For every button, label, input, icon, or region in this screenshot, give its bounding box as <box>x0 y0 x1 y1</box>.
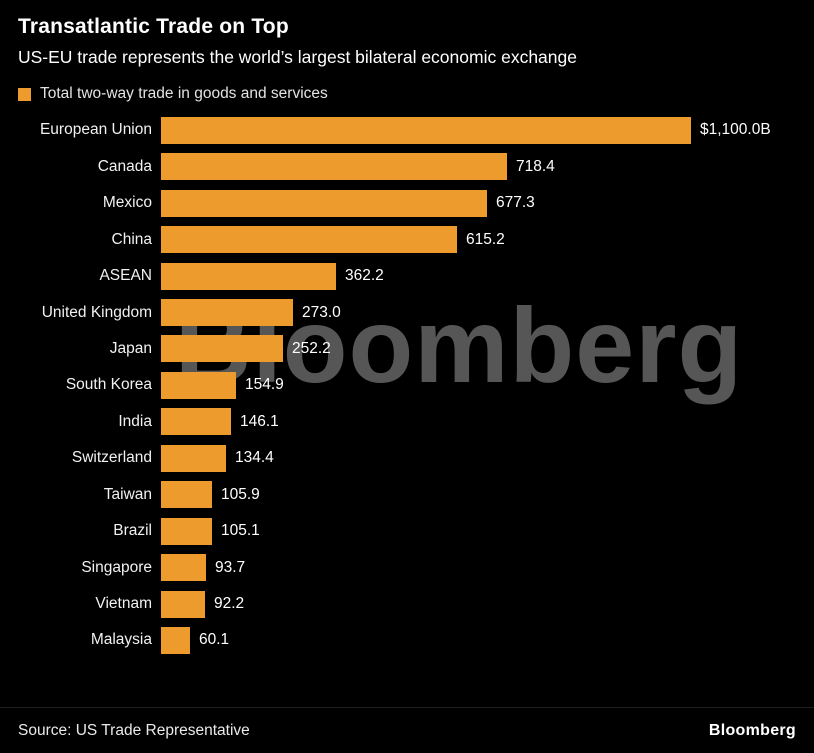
bar-value: 134.4 <box>235 449 274 467</box>
bar-chart: European Union $1,100.0B Canada 718.4 Mexico… <box>18 112 796 659</box>
bar-value: 154.9 <box>245 376 284 394</box>
bar-row: India 146.1 <box>18 404 796 440</box>
bar <box>161 444 226 472</box>
legend: Total two-way trade in goods and service… <box>18 85 796 103</box>
chart-subtitle: US-EU trade represents the world’s large… <box>18 47 577 68</box>
bar <box>161 116 691 144</box>
legend-swatch-icon <box>18 87 31 101</box>
bloomberg-logo: Bloomberg <box>708 721 796 739</box>
bar-row: Brazil 105.1 <box>18 513 796 549</box>
bar-label: Switzerland <box>71 449 152 467</box>
bar-label: Vietnam <box>95 595 152 613</box>
bar-value: 252.2 <box>292 339 331 357</box>
bar-row: Taiwan 105.9 <box>18 477 796 513</box>
bar-label: Brazil <box>113 522 152 540</box>
bar-row: Singapore 93.7 <box>18 549 796 585</box>
bar <box>161 153 507 181</box>
bar-value: 93.7 <box>215 558 246 576</box>
bar <box>161 299 293 327</box>
bar-value: 718.4 <box>516 157 555 175</box>
bar-row: European Union $1,100.0B <box>18 112 796 148</box>
bar-value: 105.9 <box>221 485 260 503</box>
bar-row: Mexico 677.3 <box>18 185 796 221</box>
bar-row: Canada 718.4 <box>18 149 796 185</box>
bar-label: Mexico <box>102 194 152 212</box>
bar-value: $1,100.0B <box>700 121 771 139</box>
bar-label: Japan <box>109 339 152 357</box>
bar-label: Taiwan <box>103 485 152 503</box>
bar-row: United Kingdom 273.0 <box>18 294 796 330</box>
bar-row: Switzerland 134.4 <box>18 440 796 476</box>
bar-label: United Kingdom <box>41 303 152 321</box>
bar-label: European Union <box>39 121 152 139</box>
footer: Source: US Trade Representative Bloomber… <box>0 707 814 753</box>
bar-row: China 615.2 <box>18 221 796 257</box>
bar-label: Singapore <box>81 558 152 576</box>
source-note: Source: US Trade Representative <box>18 721 250 739</box>
bar <box>161 590 205 618</box>
bar-value: 677.3 <box>496 194 535 212</box>
bar <box>161 371 236 399</box>
bar <box>161 626 190 654</box>
bar-value: 362.2 <box>345 267 384 285</box>
bar-label: China <box>111 230 153 248</box>
bar-label: Canada <box>97 157 152 175</box>
bar-value: 615.2 <box>466 230 505 248</box>
bar-row: South Korea 154.9 <box>18 367 796 403</box>
bar-label: Malaysia <box>90 631 152 649</box>
bar <box>161 481 212 509</box>
bar <box>161 517 212 545</box>
bar-label: India <box>118 412 152 430</box>
page-title: Transatlantic Trade on Top <box>18 15 289 38</box>
bar-value: 60.1 <box>199 631 230 649</box>
bar-value: 273.0 <box>302 303 341 321</box>
bar-label: South Korea <box>65 376 152 394</box>
bar-label: ASEAN <box>99 267 152 285</box>
bar-row: ASEAN 362.2 <box>18 258 796 294</box>
legend-label: Total two-way trade in goods and service… <box>40 85 328 103</box>
bar <box>161 226 457 254</box>
bar-value: 105.1 <box>221 522 260 540</box>
bar <box>161 335 283 363</box>
bar <box>161 262 336 290</box>
bar <box>161 554 206 582</box>
bar-value: 92.2 <box>214 595 245 613</box>
bar <box>161 408 231 436</box>
bar-row: Malaysia 60.1 <box>18 622 796 658</box>
bar-row: Japan 252.2 <box>18 331 796 367</box>
bar <box>161 189 487 217</box>
bar-value: 146.1 <box>240 412 279 430</box>
bar-row: Vietnam 92.2 <box>18 586 796 622</box>
